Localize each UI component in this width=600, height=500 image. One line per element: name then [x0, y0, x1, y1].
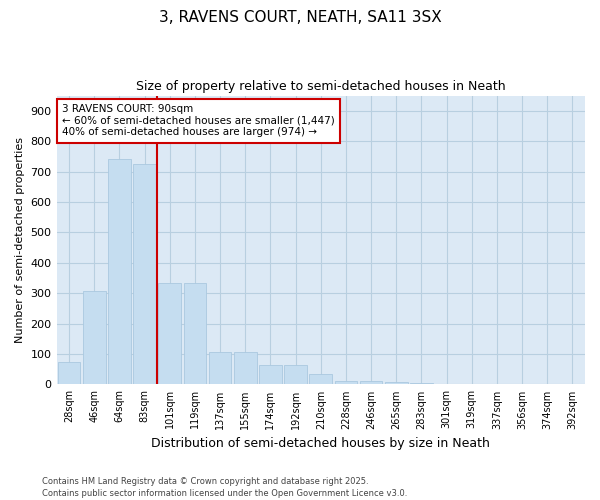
Bar	[385, 382, 407, 384]
Bar	[108, 160, 131, 384]
Bar	[410, 383, 433, 384]
Text: 3, RAVENS COURT, NEATH, SA11 3SX: 3, RAVENS COURT, NEATH, SA11 3SX	[158, 10, 442, 25]
Bar	[335, 381, 357, 384]
Bar	[209, 352, 232, 384]
Bar	[184, 282, 206, 384]
Text: Contains HM Land Registry data © Crown copyright and database right 2025.
Contai: Contains HM Land Registry data © Crown c…	[42, 476, 407, 498]
Bar	[158, 282, 181, 384]
Bar	[83, 291, 106, 384]
Bar	[133, 164, 156, 384]
X-axis label: Distribution of semi-detached houses by size in Neath: Distribution of semi-detached houses by …	[151, 437, 490, 450]
Bar	[234, 352, 257, 384]
Title: Size of property relative to semi-detached houses in Neath: Size of property relative to semi-detach…	[136, 80, 506, 93]
Bar	[259, 364, 282, 384]
Bar	[360, 381, 382, 384]
Text: 3 RAVENS COURT: 90sqm
← 60% of semi-detached houses are smaller (1,447)
40% of s: 3 RAVENS COURT: 90sqm ← 60% of semi-deta…	[62, 104, 335, 138]
Bar	[284, 364, 307, 384]
Y-axis label: Number of semi-detached properties: Number of semi-detached properties	[15, 137, 25, 343]
Bar	[310, 374, 332, 384]
Bar	[58, 362, 80, 384]
